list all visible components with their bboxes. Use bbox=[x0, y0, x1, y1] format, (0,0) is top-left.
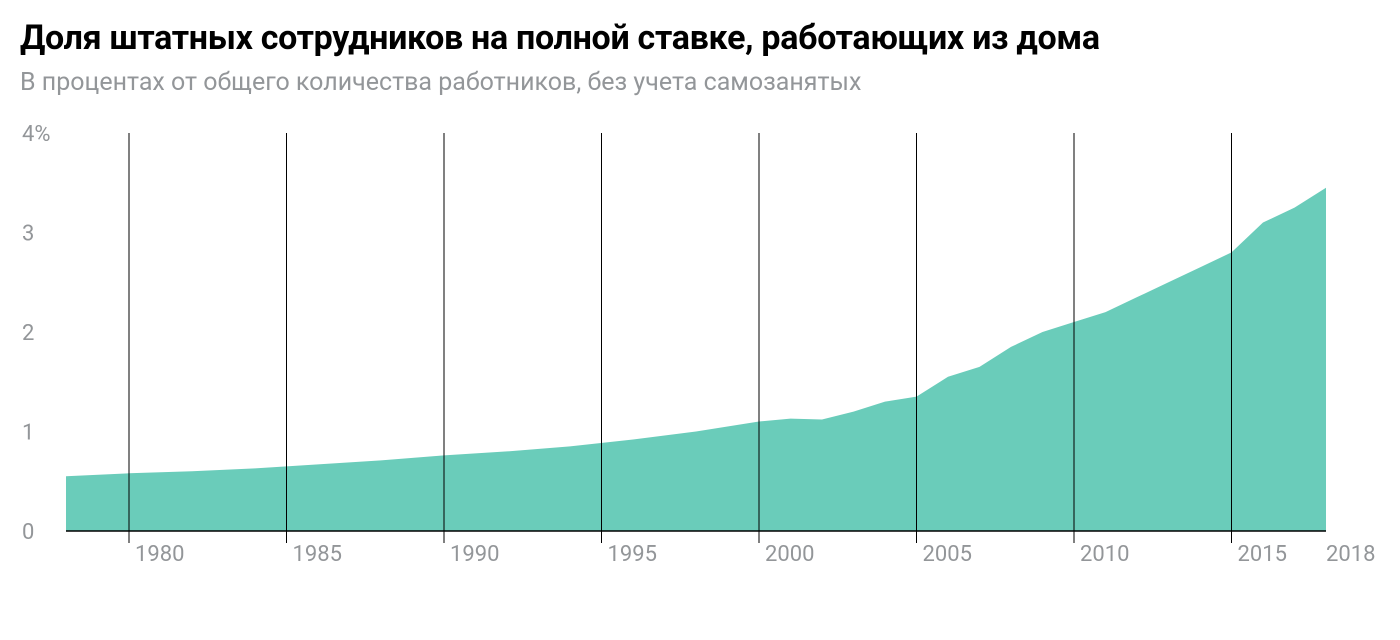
x-tick-label: 2018 bbox=[1326, 542, 1375, 567]
chart-svg: 0 1 2 3 4% 1980 1985 1990 1995 2000 2005 2010 2015 20… bbox=[20, 123, 1380, 571]
chart-subtitle: В процентах от общего количества работни… bbox=[20, 67, 1380, 100]
x-tick-label: 1995 bbox=[608, 542, 657, 567]
y-tick-label: 0 bbox=[22, 520, 34, 545]
area-chart: 0 1 2 3 4% 1980 1985 1990 1995 2000 2005 2010 2015 20… bbox=[20, 123, 1380, 571]
area-series bbox=[66, 188, 1326, 531]
y-tick-label: 2 bbox=[22, 321, 34, 346]
x-tick-label: 2015 bbox=[1238, 542, 1287, 567]
x-tick-label: 1985 bbox=[293, 542, 342, 567]
y-tick-label: 1 bbox=[22, 421, 34, 446]
x-tick-label: 1980 bbox=[135, 542, 184, 567]
x-tick-label: 2010 bbox=[1080, 542, 1129, 567]
y-tick-label: 4% bbox=[22, 123, 50, 147]
y-tick-label: 3 bbox=[22, 222, 34, 247]
chart-title: Доля штатных сотрудников на полной ставк… bbox=[20, 18, 1380, 59]
x-tick-label: 1990 bbox=[450, 542, 499, 567]
x-tick-label: 2005 bbox=[923, 542, 972, 567]
x-tick-label: 2000 bbox=[765, 542, 814, 567]
